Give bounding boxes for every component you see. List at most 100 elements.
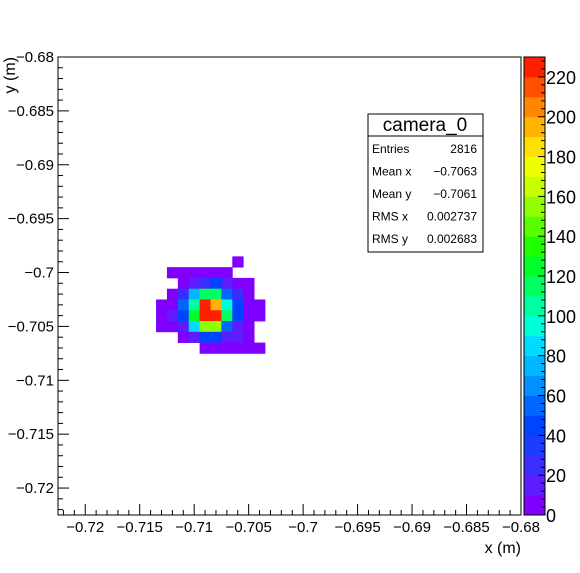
- palette-swatch: [524, 156, 545, 177]
- heatmap-bin: [243, 299, 255, 311]
- heatmap-bin: [177, 288, 190, 300]
- x-tick-label: −0.71: [175, 519, 213, 536]
- heatmap-bin: [166, 321, 179, 333]
- heatmap-bin: [221, 288, 233, 300]
- palette-label: 0: [546, 506, 556, 526]
- heatmap-bin: [177, 310, 190, 322]
- x-tick-label: −0.685: [443, 519, 489, 536]
- color-palette-bar: [524, 57, 545, 516]
- stats-label: Mean y: [372, 187, 411, 201]
- heatmap-bin: [199, 299, 211, 311]
- palette-swatch: [524, 475, 545, 496]
- heatmap-bin: [177, 267, 190, 279]
- heatmap-bin: [210, 277, 222, 290]
- palette-swatch: [524, 335, 545, 357]
- heatmap-bin: [156, 310, 168, 322]
- palette-label: 160: [546, 187, 576, 207]
- heatmap-bin: [177, 321, 190, 333]
- heatmap-bin: [177, 277, 190, 290]
- y-tick-label: −0.685: [8, 103, 54, 120]
- palette-swatch: [524, 355, 545, 377]
- color-palette-frame: [523, 56, 546, 516]
- heatmap-bin: [232, 288, 244, 300]
- x-tick-labels: −0.72 −0.715 −0.71 −0.705 −0.7 −0.695 −0.69 −0.…: [66, 519, 540, 536]
- stats-box: camera_0 Entries 2816 Mean x −0.7063 Mean y −…: [367, 113, 484, 253]
- plot-frame: [57, 56, 522, 516]
- heatmap-bin: [243, 288, 255, 300]
- palette-label: 60: [546, 387, 566, 407]
- heatmap-bin: [232, 342, 244, 354]
- heatmap-bin: [199, 288, 211, 300]
- heatmap-bin: [188, 288, 201, 300]
- y-tick-label: −0.7: [24, 265, 54, 282]
- stats-box-frame: [367, 113, 484, 253]
- palette-swatch: [524, 435, 545, 456]
- heatmap-bin: [166, 267, 179, 279]
- heatmap-bin: [210, 288, 222, 300]
- heatmap-bin: [199, 267, 211, 279]
- palette-swatch: [524, 315, 545, 337]
- palette-label: 20: [546, 466, 566, 486]
- y-tick-label: −0.715: [8, 426, 54, 443]
- y-tick-label: −0.71: [16, 372, 54, 389]
- x-axis-title: x (m): [485, 540, 521, 557]
- heatmap-bin: [177, 331, 190, 343]
- heatmap-bin: [166, 288, 179, 300]
- x-tick-label: −0.715: [117, 519, 163, 536]
- heatmap-bin: [221, 277, 233, 290]
- heatmap-bin: [232, 321, 244, 333]
- palette-label: 80: [546, 347, 566, 367]
- heatmap-bin: [210, 321, 222, 333]
- palette-swatch: [524, 495, 545, 516]
- stats-value: 0.002737: [427, 210, 477, 224]
- heatmap-bin: [232, 299, 244, 311]
- heatmap-bin: [199, 310, 211, 322]
- y-axis-title: y (m): [2, 57, 19, 93]
- x-tick-label: −0.72: [66, 519, 104, 536]
- palette-swatch: [524, 415, 545, 436]
- heatmap-bin: [188, 310, 201, 322]
- heatmap-bin: [188, 331, 201, 343]
- heatmap-bin: [199, 321, 211, 333]
- palette-label: 220: [546, 68, 576, 88]
- heatmap-bin: [188, 277, 201, 290]
- palette-swatch: [524, 236, 545, 257]
- heatmap-bin: [210, 310, 222, 322]
- palette-label: 40: [546, 426, 566, 446]
- heatmap-bin: [221, 299, 233, 311]
- x-tick-label: −0.7: [288, 519, 318, 536]
- palette-swatch: [524, 455, 545, 476]
- stats-label: Entries: [372, 142, 409, 156]
- heatmap-bin: [156, 299, 168, 311]
- y-tick-label: −0.695: [8, 211, 54, 228]
- heatmap-bin: [199, 277, 211, 290]
- stats-value: 2816: [450, 142, 477, 156]
- heatmap-bin: [156, 321, 168, 333]
- axis-ticks: [58, 56, 522, 515]
- y-tick-label: −0.68: [16, 49, 54, 66]
- heatmap-bin: [199, 331, 211, 343]
- palette-swatch: [524, 76, 545, 98]
- heatmap-bin: [243, 321, 255, 333]
- heatmap-bin: [210, 331, 222, 343]
- heatmap-bin: [221, 310, 233, 322]
- heatmap-bin: [166, 310, 179, 322]
- heatmap-bin: [243, 310, 255, 322]
- y-tick-labels: −0.72 −0.715 −0.71 −0.705 −0.7 −0.695 −0.69 −0.…: [8, 49, 54, 497]
- palette-label: 200: [546, 108, 576, 128]
- palette-swatch: [524, 57, 545, 78]
- stats-label: RMS y: [372, 232, 408, 246]
- y-tick-label: −0.705: [8, 318, 54, 335]
- heatmap-bin: [177, 299, 190, 311]
- stats-rows: Entries 2816 Mean x −0.7063 Mean y −0.7061 RMS…: [372, 142, 477, 246]
- heatmap-bin: [243, 342, 255, 354]
- stats-value: −0.7061: [433, 187, 477, 201]
- palette-label: 120: [546, 267, 576, 287]
- palette-swatch: [524, 276, 545, 297]
- heatmap-bin: [221, 267, 233, 279]
- x-tick-label: −0.695: [334, 519, 380, 536]
- heatmap-bin: [188, 299, 201, 311]
- palette-swatch: [524, 375, 545, 396]
